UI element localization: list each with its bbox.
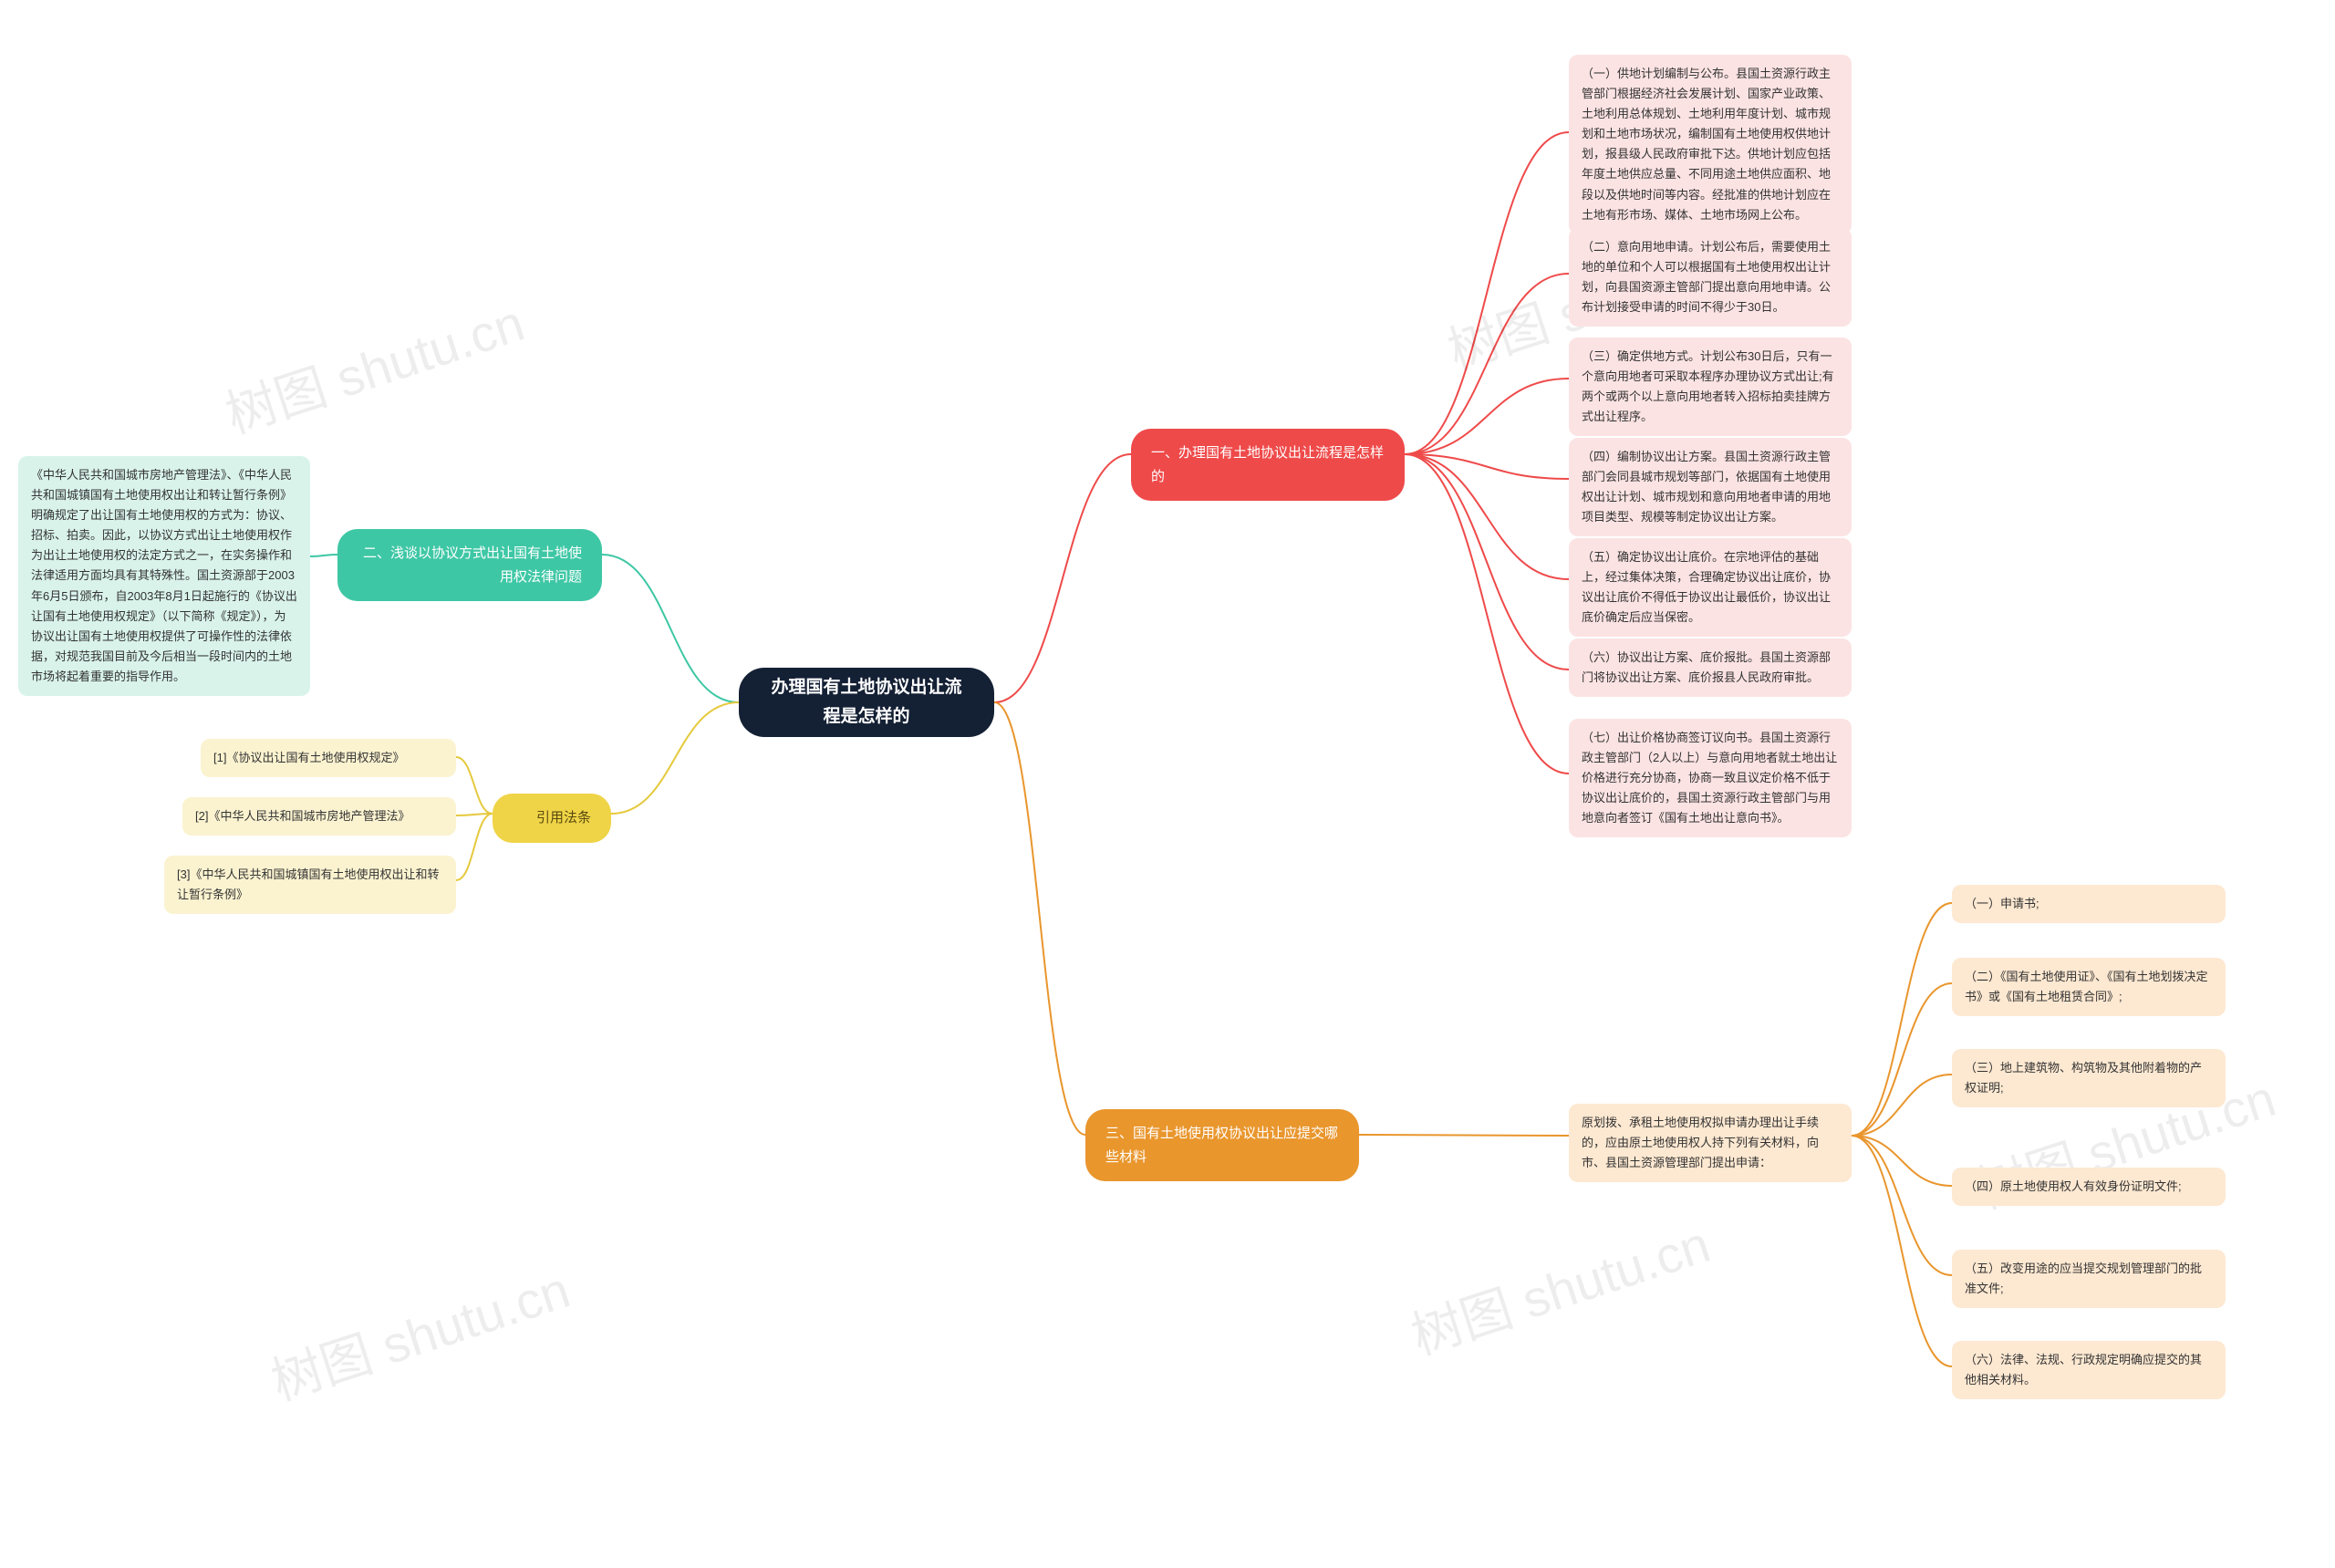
leaf-node: （五）改变用途的应当提交规划管理部门的批准文件; (1952, 1250, 2226, 1308)
leaf-node: （七）出让价格协商签订议向书。县国土资源行政主管部门（2人以上）与意向用地者就土… (1569, 719, 1852, 837)
mindmap-canvas: 树图 shutu.cn树图 shutu.cn树图 shutu.cn树图 shut… (0, 0, 2335, 1568)
branch-node: 引用法条 (493, 794, 611, 843)
leaf-node: （四）原土地使用权人有效身份证明文件; (1952, 1168, 2226, 1206)
leaf-node: [1]《协议出让国有土地使用权规定》 (201, 739, 456, 777)
leaf-node: （六）法律、法规、行政规定明确应提交的其他相关材料。 (1952, 1341, 2226, 1399)
branch-node: 一、办理国有土地协议出让流程是怎样的 (1131, 429, 1405, 501)
leaf-node: （二）《国有土地使用证》、《国有土地划拨决定书》或《国有土地租赁合同》; (1952, 958, 2226, 1016)
watermark-text: 树图 shutu.cn (1401, 1204, 1718, 1370)
leaf-node: （五）确定协议出让底价。在宗地评估的基础上，经过集体决策，合理确定协议出让底价，… (1569, 538, 1852, 637)
leaf-node: （四）编制协议出让方案。县国土资源行政主管部门会同县城市规划等部门，依据国有土地… (1569, 438, 1852, 536)
watermark-text: 树图 shutu.cn (215, 283, 533, 449)
branch-node: 二、浅谈以协议方式出让国有土地使用权法律问题 (337, 529, 602, 601)
leaf-node: [3]《中华人民共和国城镇国有土地使用权出让和转让暂行条例》 (164, 856, 456, 914)
leaf-node: （一）供地计划编制与公布。县国土资源行政主管部门根据经济社会发展计划、国家产业政… (1569, 55, 1852, 234)
center-node: 办理国有土地协议出让流程是怎样的 (739, 668, 994, 737)
connector-layer (0, 0, 2335, 1568)
leaf-node: 《中华人民共和国城市房地产管理法》、《中华人民共和国城镇国有土地使用权出让和转让… (18, 456, 310, 696)
leaf-node: （三）地上建筑物、构筑物及其他附着物的产权证明; (1952, 1049, 2226, 1107)
leaf-node: [2]《中华人民共和国城市房地产管理法》 (182, 797, 456, 836)
leaf-node: （六）协议出让方案、底价报批。县国土资源部门将协议出让方案、底价报县人民政府审批… (1569, 639, 1852, 697)
leaf-node: （一）申请书; (1952, 885, 2226, 923)
branch-node: 三、国有土地使用权协议出让应提交哪些材料 (1085, 1109, 1359, 1181)
watermark-text: 树图 shutu.cn (261, 1250, 578, 1416)
leaf-node: （三）确定供地方式。计划公布30日后，只有一个意向用地者可采取本程序办理协议方式… (1569, 337, 1852, 436)
intermediate-node: 原划拨、承租土地使用权拟申请办理出让手续的，应由原土地使用权人持下列有关材料，向… (1569, 1104, 1852, 1182)
leaf-node: （二）意向用地申请。计划公布后，需要使用土地的单位和个人可以根据国有土地使用权出… (1569, 228, 1852, 327)
